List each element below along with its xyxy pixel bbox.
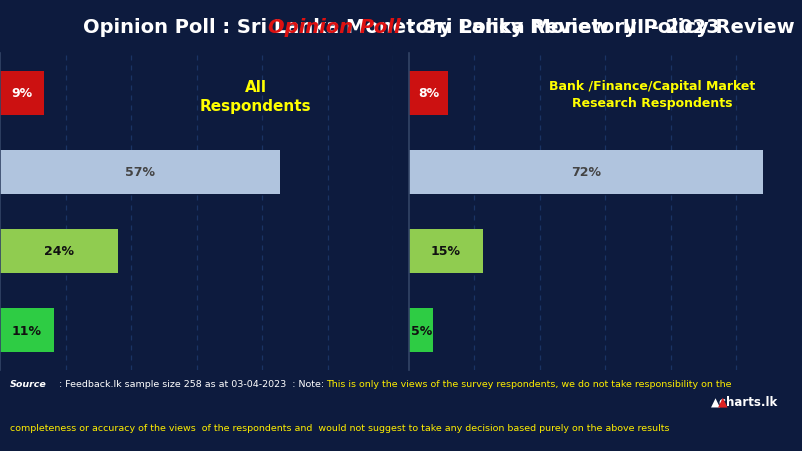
Text: 15%: 15%: [431, 245, 460, 258]
Bar: [409, 308, 433, 352]
Text: 5%: 5%: [411, 324, 431, 337]
Text: Source: Source: [10, 380, 47, 389]
Text: 57%: 57%: [125, 166, 155, 179]
Bar: [0, 72, 44, 115]
Bar: [0, 230, 118, 273]
Text: ▲charts.lk: ▲charts.lk: [711, 394, 778, 407]
Text: Opinion Poll: Opinion Poll: [269, 18, 401, 37]
Text: ▲: ▲: [718, 394, 727, 407]
Bar: [409, 230, 483, 273]
Text: : Sri Lanka Monetory Policy Review  III - 2023: : Sri Lanka Monetory Policy Review III -…: [401, 18, 802, 37]
Text: Bank /Finance/Capital Market
Research Respondents: Bank /Finance/Capital Market Research Re…: [549, 79, 755, 109]
Bar: [0, 151, 280, 194]
Text: 24%: 24%: [44, 245, 74, 258]
Text: This is only the views of the survey respondents, we do not take responsibility : This is only the views of the survey res…: [326, 380, 731, 389]
Text: 72%: 72%: [571, 166, 601, 179]
Text: Opinion Poll : Sri Lanka Monetory Policy Review  III - 2023: Opinion Poll : Sri Lanka Monetory Policy…: [83, 18, 719, 37]
Text: 8%: 8%: [418, 87, 439, 100]
Text: 11%: 11%: [12, 324, 42, 337]
Text: : Feedback.lk sample size 258 as at 03-04-2023  : Note:: : Feedback.lk sample size 258 as at 03-0…: [56, 380, 327, 389]
Bar: [409, 72, 448, 115]
Bar: [409, 151, 763, 194]
Bar: [0, 308, 54, 352]
Text: completeness or accuracy of the views  of the respondents and  would not suggest: completeness or accuracy of the views of…: [10, 423, 669, 432]
Text: 9%: 9%: [11, 87, 33, 100]
Text: All
Respondents: All Respondents: [200, 79, 311, 114]
